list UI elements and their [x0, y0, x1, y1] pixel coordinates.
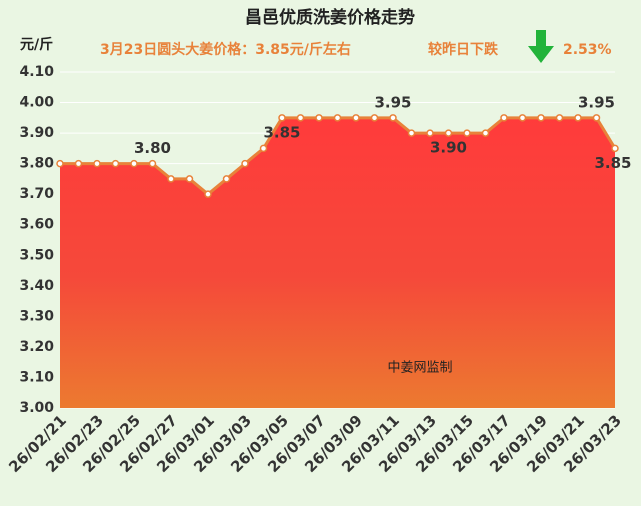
point	[222, 175, 231, 183]
y-tick-label: 3.60	[19, 217, 54, 233]
point	[93, 159, 101, 168]
point	[537, 114, 545, 122]
point	[333, 114, 342, 122]
point	[278, 114, 286, 122]
point	[241, 159, 249, 168]
point	[611, 144, 619, 153]
data-label: 3.95	[578, 93, 615, 111]
point	[56, 159, 64, 168]
point	[352, 114, 360, 122]
point	[574, 114, 582, 122]
point	[407, 129, 416, 137]
y-tick-label: 3.30	[19, 308, 54, 324]
point	[370, 114, 379, 122]
point	[185, 175, 194, 183]
point	[592, 114, 601, 122]
point	[296, 114, 305, 122]
watermark: 中姜网监制	[387, 361, 452, 376]
y-tick-label: 3.40	[19, 278, 54, 294]
data-label: 3.95	[374, 93, 411, 111]
y-tick-label: 3.10	[19, 369, 54, 385]
point	[463, 129, 471, 137]
data-label: 3.80	[134, 139, 171, 157]
point	[148, 159, 157, 168]
data-label: 3.85	[263, 123, 300, 141]
point	[259, 144, 268, 153]
point	[74, 159, 83, 168]
point	[204, 190, 212, 198]
point	[500, 114, 508, 122]
y-tick-label: 3.70	[19, 186, 54, 202]
data-label: 3.85	[594, 154, 631, 172]
area	[60, 117, 615, 409]
point	[111, 159, 120, 168]
data-label: 3.90	[430, 139, 467, 157]
change-label: 较昨日下跌	[428, 41, 499, 58]
subtitle: 3月23日圆头大姜价格：3.85元/斤左右	[100, 41, 351, 58]
change-percent: 2.53%	[563, 42, 612, 58]
y-tick-label: 3.00	[19, 400, 54, 416]
point	[167, 175, 175, 183]
y-tick-label: 3.80	[19, 156, 54, 172]
y-tick-label: 3.20	[19, 339, 54, 355]
point	[444, 129, 453, 137]
y-axis-label: 元/斤	[20, 36, 53, 53]
point	[130, 159, 138, 168]
y-tick-label: 4.10	[19, 64, 54, 80]
down-arrow	[528, 30, 554, 63]
point	[315, 114, 323, 122]
chart-title: 昌邑优质洗姜价格走势	[245, 7, 415, 28]
point	[389, 114, 397, 122]
point	[518, 114, 527, 122]
y-tick-label: 3.90	[19, 125, 54, 141]
y-tick-label: 3.50	[19, 247, 54, 263]
y-tick-label: 4.00	[19, 95, 54, 111]
point	[481, 129, 490, 137]
point	[555, 114, 564, 122]
point	[426, 129, 434, 137]
